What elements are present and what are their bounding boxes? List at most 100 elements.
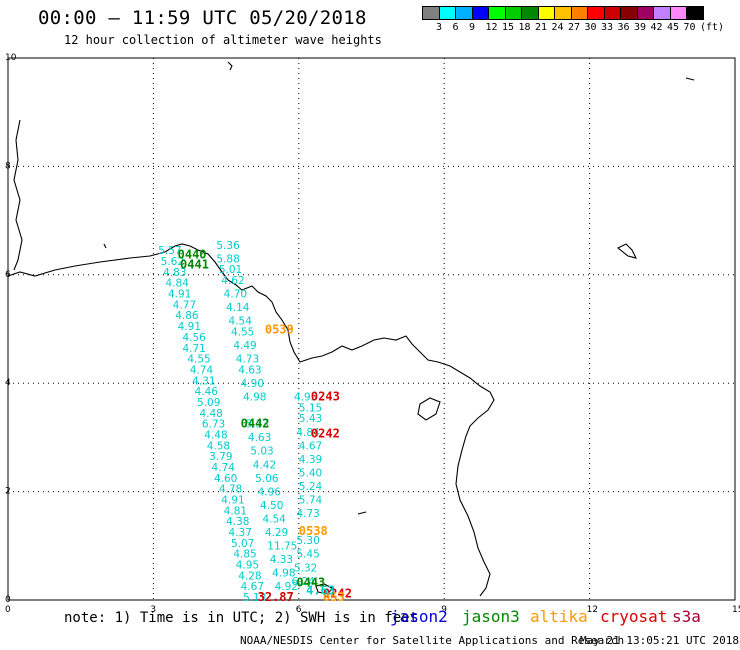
wave-height-value: 4.50 — [260, 500, 283, 512]
wave-height-value: 4.42 — [253, 459, 276, 471]
wave-height-value: 4.84 — [166, 278, 190, 290]
wave-height-value: 4.95 — [236, 560, 259, 572]
wave-height-value: 4.63 — [238, 364, 261, 376]
wave-height-value: 4.78 — [219, 484, 242, 496]
y-tick-label: 2 — [5, 487, 11, 497]
pass-time-labels: 0440044105390243024204420538044302420533… — [178, 248, 352, 605]
credit-text: NOAA/NESDIS Center for Satellite Applica… — [240, 634, 625, 647]
pass-time-label: 0242 — [323, 586, 352, 600]
color-scale-label: 18 — [518, 22, 531, 33]
wave-height-value: 5.06 — [255, 473, 279, 485]
satellite-legend-s3a: s3a — [672, 607, 701, 626]
satellite-legend-jason2: jason2 — [390, 607, 448, 626]
wave-height-value: 4.54 — [229, 316, 253, 328]
axis-ticks: 0 3 6 9 12 15 0 2 4 6 8 10 — [5, 53, 740, 615]
wave-height-value: 4.55 — [187, 354, 210, 366]
pass-time-label: 053 — [323, 590, 345, 604]
generated-timestamp: May 21 13:05:21 UTC 2018 — [580, 634, 739, 647]
plot-frame — [7, 57, 736, 601]
color-scale-label: 39 — [634, 22, 647, 33]
color-scale-label: 3 — [436, 22, 443, 33]
wave-height-value: 4.74 — [190, 364, 214, 376]
wave-height-value: 5.24 — [299, 481, 323, 493]
pass-time-label: 4.63 — [306, 584, 335, 598]
wave-height-value: 4.67 — [299, 440, 322, 452]
wave-height-value: 4.91 — [178, 321, 201, 333]
wave-height-value: 4.73 — [296, 508, 319, 520]
x-tick-label: 12 — [587, 605, 598, 615]
wave-height-value: 5.57 — [158, 245, 181, 257]
wave-height-value: 5.32 — [294, 562, 317, 574]
wave-height-value: 6.24 — [292, 576, 316, 588]
pass-time-label: 32.87 — [258, 590, 294, 604]
wave-height-value: 4.67 — [241, 581, 264, 593]
wave-height-value: 4.86 — [175, 310, 199, 322]
color-scale-label: 42 — [650, 22, 663, 33]
wave-height-value: 5.74 — [299, 495, 323, 507]
color-scale-label: 9 — [469, 22, 476, 33]
wave-height-value: 4.81 — [224, 505, 247, 517]
y-tick-label: 4 — [5, 378, 11, 388]
wave-height-value: 4.70 — [224, 289, 247, 301]
wave-height-value: 4.63 — [248, 432, 271, 444]
altimeter-tracks: 5.575.624.834.844.914.774.864.914.564.71… — [158, 240, 322, 604]
pass-time-label: 0440 — [178, 248, 207, 262]
wave-height-value: 4.28 — [238, 570, 261, 582]
wave-height-value: 5.36 — [216, 240, 240, 252]
wave-height-value: 4.60 — [214, 473, 237, 485]
wave-height-value: 4.91 — [168, 289, 191, 301]
wave-height-value: 4.95 — [294, 392, 317, 404]
y-tick-label: 10 — [5, 53, 17, 63]
x-tick-label: 3 — [150, 605, 156, 615]
x-tick-label: 0 — [5, 605, 11, 615]
wave-height-value: 4.71 — [182, 343, 205, 355]
color-scale-label: 24 — [551, 22, 564, 33]
wave-height-value: 4.90 — [241, 378, 264, 390]
wave-height-value: 4.74 — [212, 462, 236, 474]
wave-height-value: 4.73 — [236, 354, 259, 366]
wave-height-value: 4.92 — [275, 581, 298, 593]
wave-height-value: 4.39 — [299, 454, 322, 466]
wave-height-value: 6.73 — [202, 419, 225, 431]
wave-height-value: 4.37 — [229, 527, 252, 539]
wave-height-value: 5.45 — [296, 549, 319, 561]
color-scale-label: 6 — [452, 22, 459, 33]
wave-height-value: 5.09 — [197, 397, 220, 409]
pass-time-label: 0443 — [296, 575, 325, 589]
wave-height-value: 4.83 — [163, 267, 186, 279]
color-scale-label: 27 — [568, 22, 581, 33]
wave-height-value: 5.43 — [299, 413, 322, 425]
pass-time-label: 0243 — [311, 390, 340, 404]
color-scale-label: 33 — [601, 22, 614, 33]
color-scale-label: 45 — [667, 22, 680, 33]
y-tick-label: 0 — [5, 595, 11, 605]
wave-height-value: 5.33 — [245, 419, 268, 431]
wave-height-value: 4.56 — [182, 332, 206, 344]
wave-height-value: 4.84 — [296, 427, 320, 439]
wave-height-value: 5.07 — [231, 538, 254, 550]
wave-height-value: 4.98 — [243, 392, 266, 404]
color-scale-label: 36 — [617, 22, 630, 33]
color-scale-label: 70 — [683, 22, 696, 33]
wave-height-value: 4.46 — [195, 386, 219, 398]
wave-height-value: 5.13 — [243, 592, 266, 604]
wave-height-value: 4.29 — [265, 527, 288, 539]
wave-height-value: 5.30 — [296, 535, 319, 547]
wave-height-value: 4.14 — [226, 302, 250, 314]
pass-time-label: 0442 — [241, 417, 270, 431]
wave-height-value: 4.91 — [221, 495, 244, 507]
color-scale-label: 30 — [584, 22, 597, 33]
map-title: 00:00 – 11:59 UTC 05/20/2018 — [38, 7, 367, 29]
grid-lines — [8, 58, 735, 600]
color-scale-label: 21 — [535, 22, 548, 33]
wave-height-value: 4.48 — [199, 408, 222, 420]
color-scale-label: (ft) — [700, 22, 725, 33]
wave-height-value: 4.77 — [173, 299, 196, 311]
pass-time-label: 0441 — [180, 257, 209, 271]
satellite-legend-cryosat: cryosat — [600, 607, 668, 626]
wave-height-value: 4.85 — [233, 549, 256, 561]
wave-height-value: 3.79 — [209, 451, 232, 463]
wave-height-value: 5.15 — [299, 402, 322, 414]
wave-height-value: 4.96 — [258, 486, 282, 498]
